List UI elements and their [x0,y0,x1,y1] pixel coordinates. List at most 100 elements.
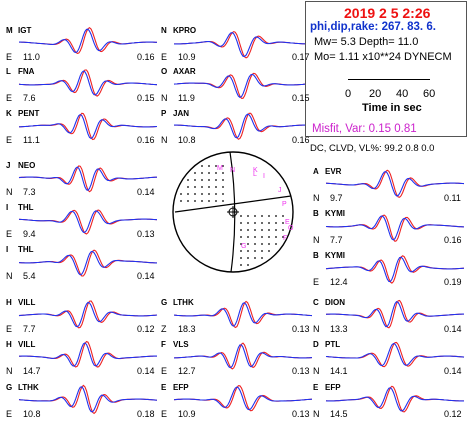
trace-value: 11.1 [23,135,40,145]
trace-6 [18,300,158,329]
synthetic-waveform [19,113,158,140]
trace-letter: H [6,340,12,349]
trace-amplitude: 0.12 [137,324,155,334]
trace-component: E [161,409,168,419]
trace-2 [19,112,158,141]
trace-value: 7.6 [23,93,36,103]
trace-station: PENT [18,109,40,118]
trace-letter: G [161,298,168,307]
trace-value: 18.3 [178,324,196,334]
trace-13 [173,342,313,370]
trace-value: 10.8 [178,135,196,145]
time-scale-bar [348,75,430,85]
trace-station: EVR [325,167,342,176]
trace-station: LTHK [173,298,194,307]
trace-value: 9.7 [330,193,343,203]
trace-station: KYMI [325,209,345,218]
trace-station: THL [18,245,34,254]
station-marker: K [253,167,258,174]
trace-station: VILL [18,298,36,307]
trace-component: E [313,277,320,287]
trace-letter: L [6,67,11,76]
synthetic-waveform [19,28,157,54]
trace-component: E [6,229,13,239]
trace-value: 13.3 [330,324,348,334]
trace-component: N [313,409,320,419]
synthetic-waveform [18,250,157,276]
trace-12 [173,300,313,329]
station-marker: M [217,165,223,172]
trace-amplitude: 0.11 [444,193,461,203]
station-marker: P [282,201,287,208]
station-marker: E [285,219,290,226]
time-scale-label: Time in sec [362,102,422,114]
trace-amplitude: 0.13 [292,366,310,376]
trace-amplitude: 0.13 [292,324,310,334]
trace-component: E [6,324,13,334]
trace-20 [325,385,464,413]
trace-component: N [313,235,320,245]
synthetic-waveform [18,210,158,233]
trace-station: NEO [18,161,36,170]
seismic-moment: Mo= 1.11 x10**24 DYNECM [314,51,452,63]
station-marker: O [288,225,294,232]
trace-value: 12.4 [330,277,348,287]
trace-letter: E [313,383,319,392]
trace-letter: B [313,209,319,218]
time-scale-tick-40: 40 [396,88,409,100]
synthetic-waveform [325,215,465,241]
trace-value: 7.7 [23,324,36,334]
trace-letter: I [6,203,9,212]
synthetic-waveform [325,342,465,367]
trace-value: 5.4 [23,271,36,281]
trace-station: LTHK [18,383,39,392]
trace-15 [325,169,465,198]
observed-waveform [325,341,465,368]
trace-component: N [6,271,13,281]
trace-value: 14.7 [23,366,41,376]
trace-component: N [313,324,320,334]
trace-component: E [161,52,168,62]
synthetic-waveform [325,170,465,197]
trace-amplitude: 0.14 [444,366,462,376]
trace-letter: E [161,383,167,392]
trace-amplitude: 0.17 [292,52,310,62]
trace-component: E [6,135,13,145]
synthetic-waveform [18,166,157,191]
trace-station: THL [18,203,34,212]
trace-14 [173,385,313,412]
observed-waveform [19,340,157,368]
trace-letter: O [161,67,168,76]
trace-letter: M [6,26,13,35]
trace-value: 7.7 [330,235,343,245]
synthetic-waveform [174,113,313,139]
trace-11 [174,112,313,140]
station-marker: I [263,173,265,180]
synthetic-waveform [18,386,158,413]
trace-4 [18,209,158,235]
trace-amplitude: 0.13 [292,409,310,419]
synthetic-waveform [174,31,313,58]
trace-letter: F [161,340,166,349]
trace-component: N [313,193,320,203]
time-scale-tick-60: 60 [423,88,436,100]
solution-info-box: 2019 2 5 2:26 phi,dip,rake: 267. 83. 6. … [305,1,467,137]
misfit-variance: Misfit, Var: 0.15 0.81 [312,123,417,135]
trace-amplitude: 0.15 [292,93,310,103]
trace-component: N [6,187,13,197]
trace-amplitude: 0.16 [137,135,155,145]
trace-9 [174,30,313,59]
beachball: M N KL I JP EOF G [172,151,294,273]
trace-value: 12.7 [178,366,196,376]
trace-18 [325,299,464,329]
trace-value: 14.1 [330,366,348,376]
synthetic-waveform [325,387,464,412]
trace-amplitude: 0.16 [292,135,310,145]
station-marker: N [230,167,235,174]
trace-letter: A [313,167,319,176]
trace-3 [18,165,157,193]
trace-station: AXAR [173,67,196,76]
trace-station: EFP [325,383,341,392]
